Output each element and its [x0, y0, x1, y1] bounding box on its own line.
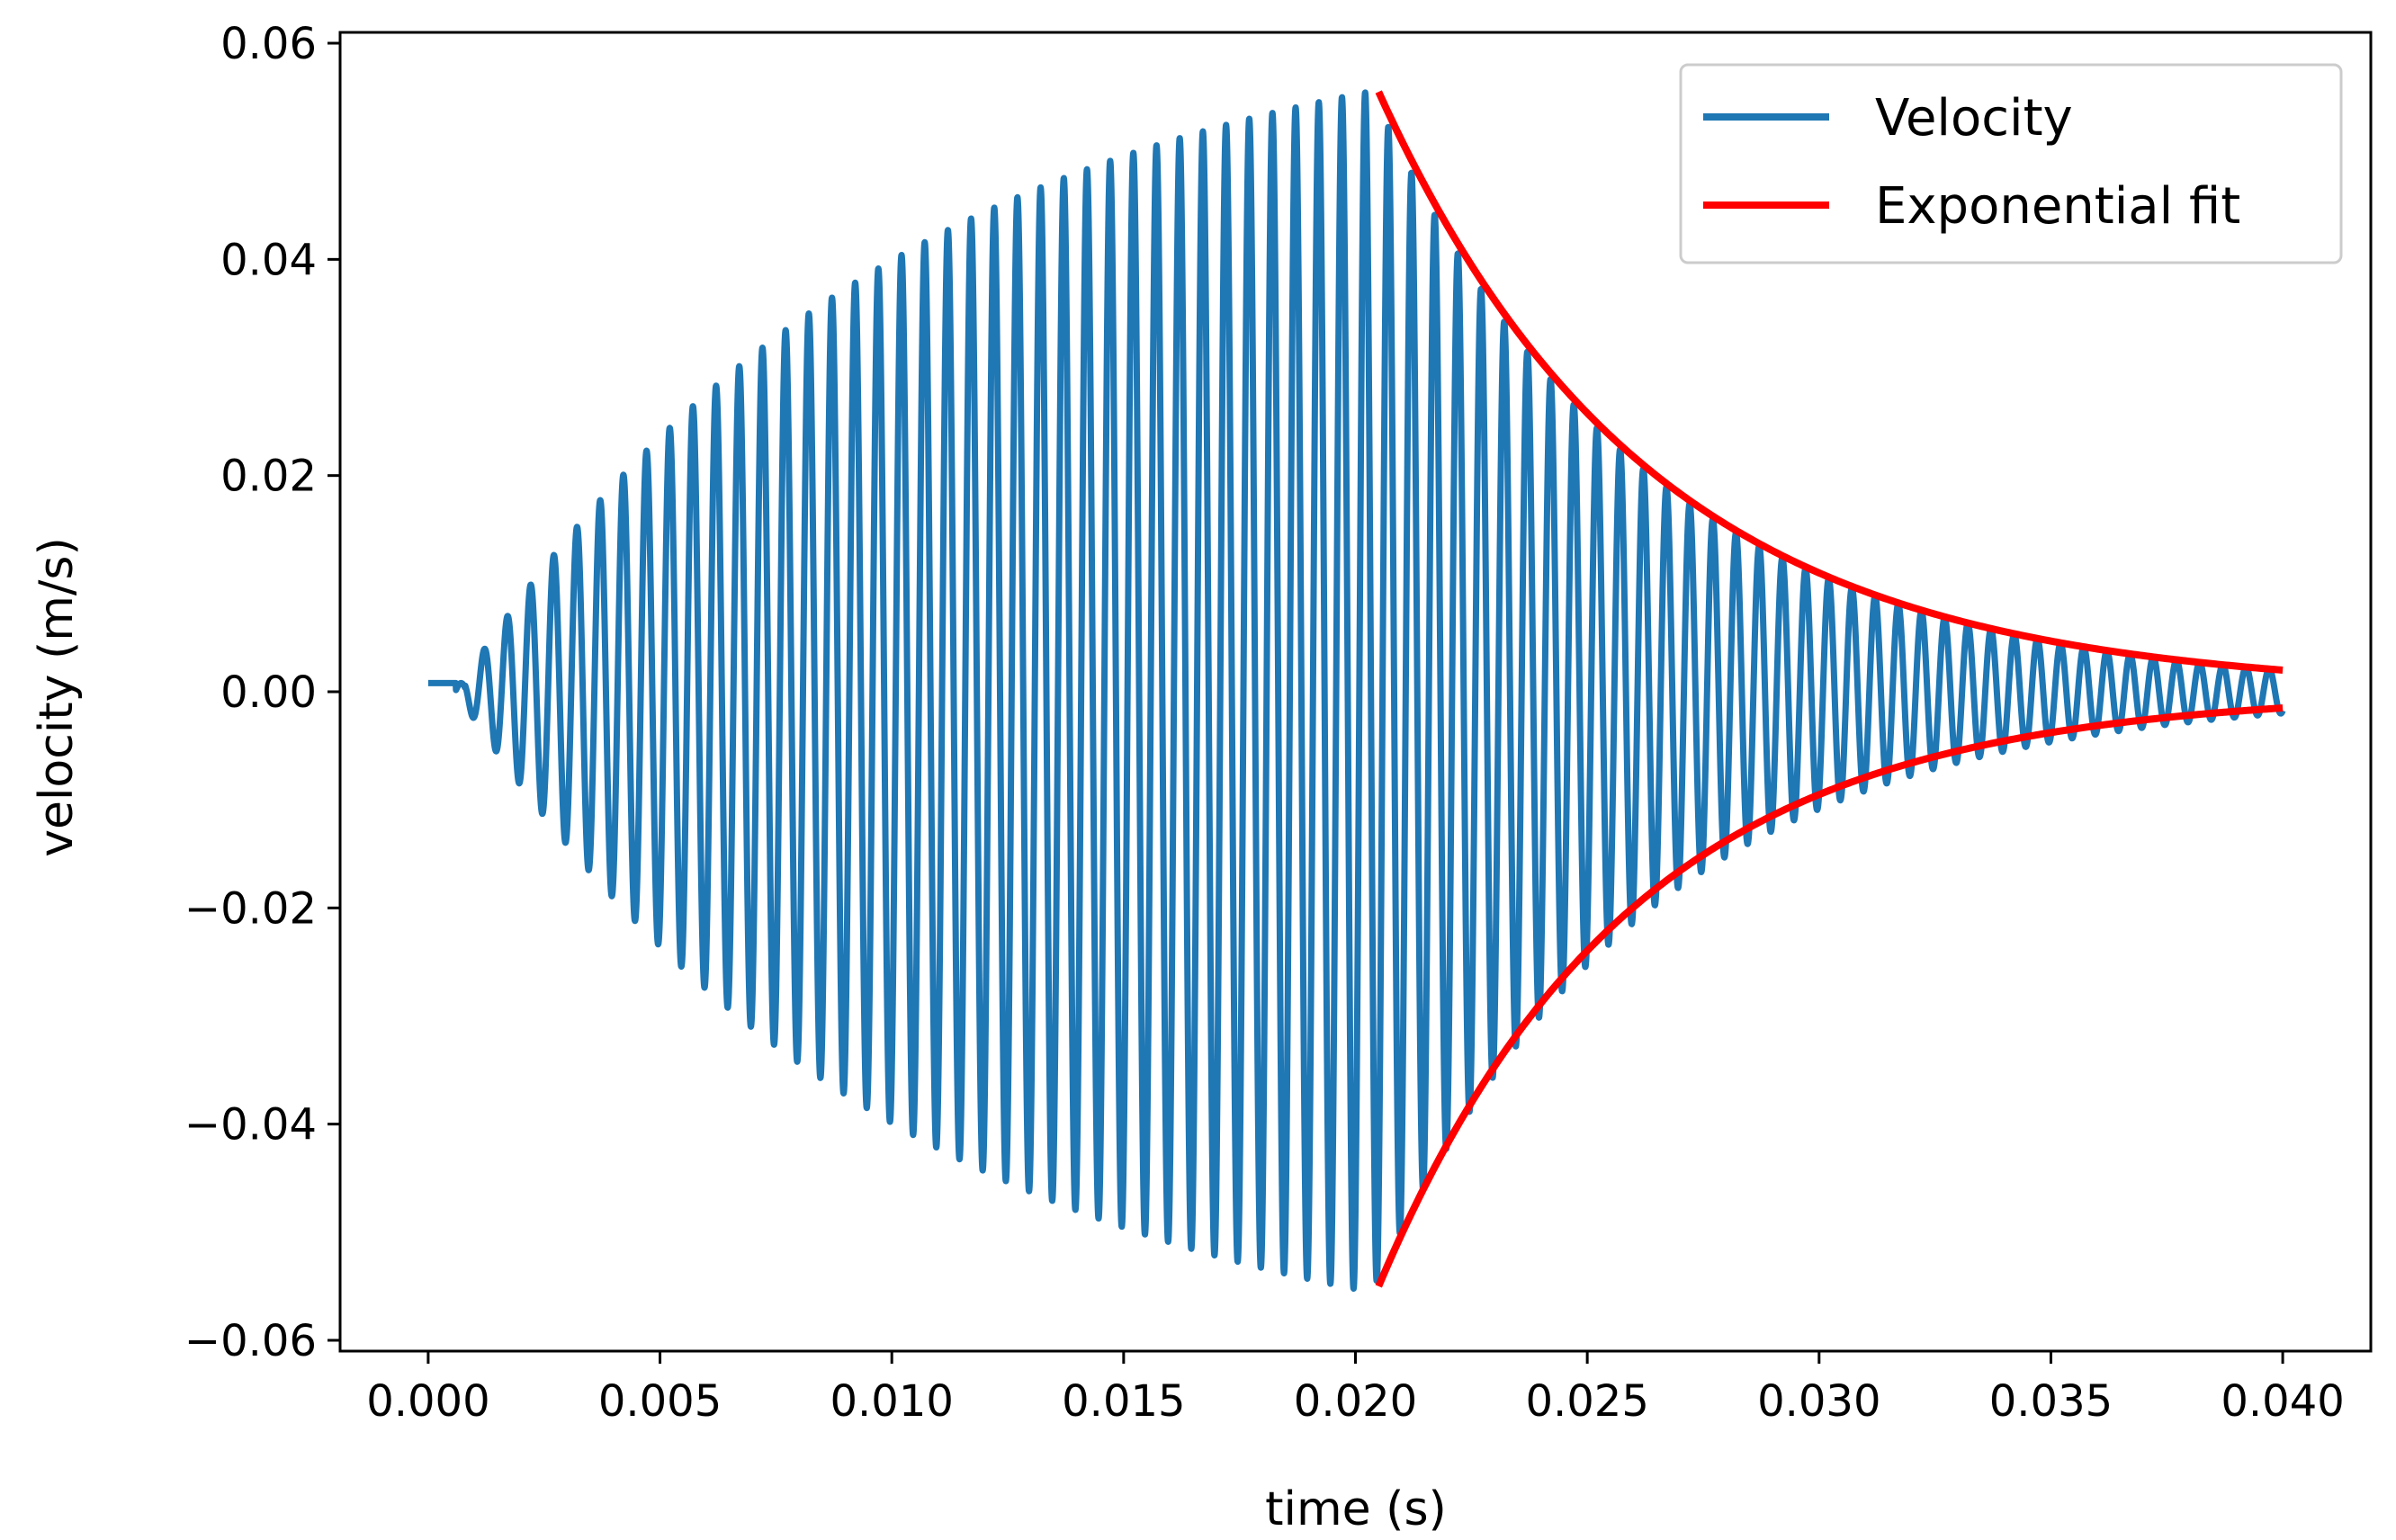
exponential-fit-upper-line	[1375, 90, 2284, 674]
x-tick-label: 0.035	[1989, 1376, 2113, 1427]
y-axis: −0.06 −0.04 −0.02 0.00 0.02 0.04 0.06	[184, 19, 340, 1366]
y-tick-label: 0.04	[220, 235, 317, 285]
x-tick-label: 0.040	[2221, 1376, 2344, 1427]
x-tick-label: 0.000	[366, 1376, 489, 1427]
plot-area	[425, 89, 2286, 1293]
y-tick-label: 0.00	[220, 667, 317, 718]
legend-box	[1679, 63, 2343, 264]
y-tick-label: 0.02	[220, 452, 317, 502]
x-axis: 0.000 0.005 0.010 0.015 0.020 0.025 0.030 0.035…	[366, 1351, 2345, 1427]
velocity-line	[425, 89, 2286, 1293]
y-axis-label: velocity (m/s)	[30, 537, 84, 857]
plot-frame	[338, 31, 2373, 1353]
x-tick-label: 0.010	[830, 1376, 953, 1427]
legend: Velocity Exponential fit	[1679, 63, 2343, 264]
x-axis-label: time (s)	[1265, 1482, 1447, 1536]
y-tick-label: −0.02	[184, 883, 317, 934]
x-tick-label: 0.005	[598, 1376, 722, 1427]
y-tick-label: −0.04	[184, 1100, 317, 1151]
x-tick-label: 0.020	[1294, 1376, 1417, 1427]
x-tick-label: 0.015	[1062, 1376, 1185, 1427]
legend-fit-label: Exponential fit	[1875, 177, 2240, 236]
x-tick-label: 0.030	[1757, 1376, 1880, 1427]
exponential-fit-lower-line	[1375, 704, 2284, 1288]
y-tick-label: −0.06	[184, 1316, 317, 1366]
x-tick-label: 0.025	[1525, 1376, 1648, 1427]
legend-velocity-label: Velocity	[1875, 89, 2073, 148]
y-tick-label: 0.06	[220, 19, 317, 69]
